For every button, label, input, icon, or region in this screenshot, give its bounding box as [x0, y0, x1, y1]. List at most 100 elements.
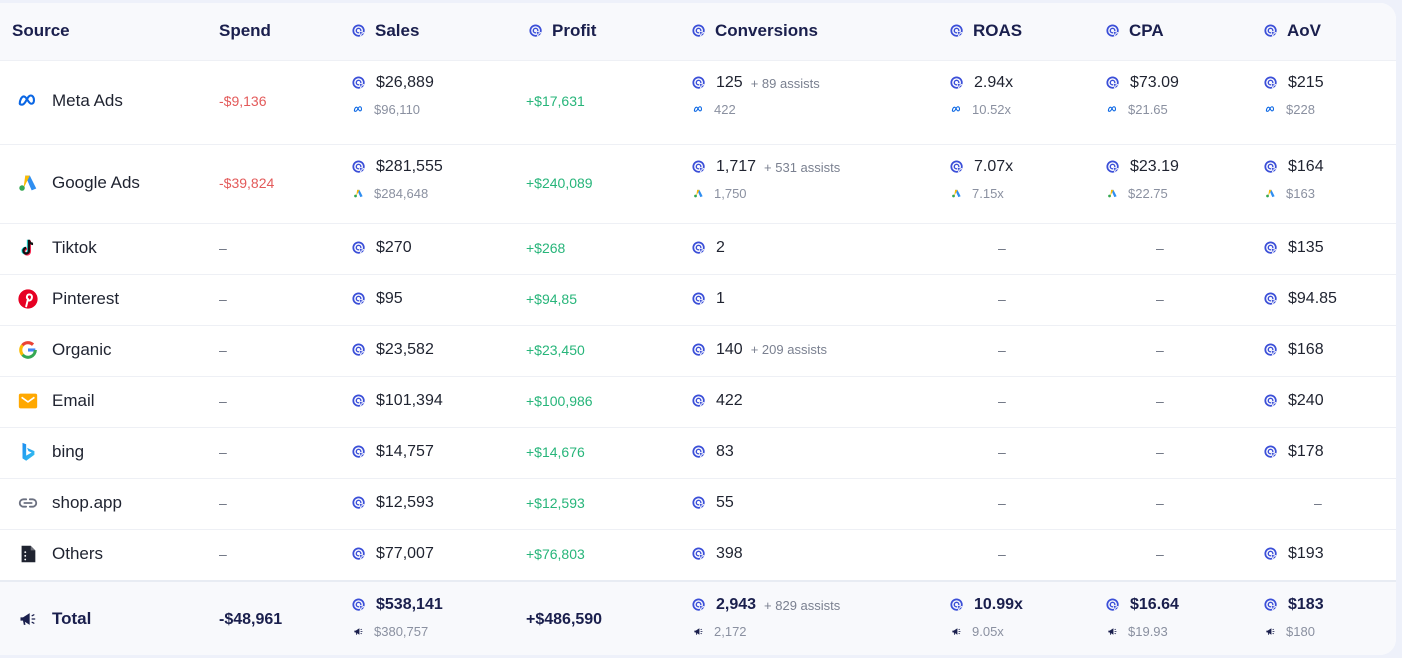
- column-header-spend[interactable]: Spend: [219, 21, 271, 41]
- column-header-conversions[interactable]: Conversions: [692, 21, 818, 41]
- meta-icon: [693, 104, 704, 115]
- aov-value: $193: [1288, 544, 1324, 562]
- assists-value: + 531 assists: [764, 159, 841, 175]
- google-ads-icon: [951, 188, 962, 199]
- cpa-cell: $16.64 $19.93: [1106, 596, 1179, 639]
- column-header-cpa[interactable]: CPA: [1106, 21, 1164, 41]
- target-icon: [352, 160, 366, 174]
- table-row[interactable]: Google Ads -$39,824 +$240,089 $281,555 $284,…: [0, 144, 1396, 224]
- sales-platform-value: $380,757: [374, 624, 429, 639]
- cpa-value: –: [1156, 239, 1164, 256]
- conversions-value: 1,717: [716, 158, 757, 175]
- target-icon: [529, 24, 543, 38]
- meta-icon: [17, 90, 39, 112]
- aov-platform-value: $228: [1286, 102, 1315, 117]
- target-icon: [692, 495, 706, 509]
- roas-cell: 7.07x 7.15x: [950, 158, 1013, 201]
- assists-value: + 89 assists: [750, 75, 820, 91]
- source-cell: Meta Ads: [16, 89, 123, 113]
- source-name: Google Ads: [52, 172, 140, 192]
- target-icon: [1264, 160, 1278, 174]
- target-icon: [692, 24, 706, 38]
- conversions-platform-value: 1,750: [714, 186, 747, 201]
- cpa-value: –: [1156, 545, 1164, 562]
- aov-value: $178: [1288, 442, 1324, 460]
- column-header-aov[interactable]: AoV: [1264, 21, 1321, 41]
- aov-value: $94.85: [1288, 289, 1337, 307]
- table-row[interactable]: Organic – +$23,450 $23,582 140 + 209 assists –…: [0, 325, 1396, 377]
- cpa-value: –: [1156, 392, 1164, 409]
- spend-value: –: [219, 290, 227, 307]
- google-ads-icon: [1265, 188, 1276, 199]
- sales-cell: $26,889 $96,110: [352, 74, 434, 117]
- profit-value: +$100,986: [526, 392, 593, 409]
- total-row[interactable]: Total -$48,961 +$486,590 $538,141 $380,757 2,…: [0, 580, 1396, 655]
- table-row[interactable]: bing – +$14,676 $14,757 83 – – $178: [0, 427, 1396, 479]
- megaphone-icon: [1265, 626, 1276, 637]
- target-icon: [692, 444, 706, 458]
- conversions-platform-value: 2,172: [714, 624, 747, 639]
- conversions-value: 55: [716, 493, 734, 511]
- aov-cell: $94.85: [1264, 290, 1337, 308]
- target-icon: [1106, 24, 1120, 38]
- roas-platform-value: 10.52x: [972, 102, 1012, 117]
- table-row[interactable]: Pinterest – +$94,85 $95 1 – – $94.85: [0, 274, 1396, 326]
- spend-value: –: [219, 443, 227, 460]
- table-row[interactable]: Tiktok – +$268 $270 2 – – $135: [0, 223, 1396, 275]
- column-header-source[interactable]: Source: [12, 21, 70, 41]
- source-cell: Total: [16, 607, 91, 631]
- target-icon: [352, 76, 366, 90]
- aov-cell: $183 $180: [1264, 596, 1324, 639]
- target-icon: [1106, 160, 1120, 174]
- roas-value: –: [998, 545, 1006, 562]
- source-cell: Google Ads: [16, 171, 140, 195]
- target-icon: [950, 24, 964, 38]
- target-icon: [1264, 444, 1278, 458]
- google-ads-icon: [353, 188, 364, 199]
- spend-value: –: [219, 341, 227, 358]
- table-row[interactable]: Email – +$100,986 $101,394 422 – – $240: [0, 376, 1396, 428]
- target-icon: [1264, 76, 1278, 90]
- target-icon: [692, 76, 706, 90]
- sales-platform-value: $284,648: [374, 186, 429, 201]
- target-icon: [352, 495, 366, 509]
- megaphone-icon: [18, 609, 38, 629]
- roas-value: –: [998, 443, 1006, 460]
- aov-cell: $193: [1264, 545, 1324, 563]
- source-name: Organic: [52, 339, 112, 359]
- conversions-value: 1: [716, 289, 725, 307]
- table-row[interactable]: shop.app – +$12,593 $12,593 55 – – –: [0, 478, 1396, 530]
- conversions-value: 2: [716, 238, 725, 256]
- sales-cell: $538,141 $380,757: [352, 596, 443, 639]
- conversions-cell: 125 + 89 assists 422: [692, 74, 820, 117]
- column-label: ROAS: [973, 21, 1023, 40]
- aov-cell: $240: [1264, 392, 1324, 410]
- sales-cell: $270: [352, 239, 412, 257]
- roas-value: 2.94x: [974, 74, 1014, 91]
- column-header-roas[interactable]: ROAS: [950, 21, 1022, 41]
- column-label: Profit: [552, 21, 597, 40]
- column-header-profit[interactable]: Profit: [529, 21, 596, 41]
- cpa-platform-value: $22.75: [1128, 186, 1168, 201]
- target-icon: [692, 240, 706, 254]
- source-name: Others: [52, 543, 104, 563]
- spend-value: –: [219, 494, 227, 511]
- sales-cell: $77,007: [352, 545, 434, 563]
- bing-icon: [17, 441, 39, 463]
- target-icon: [1264, 342, 1278, 356]
- target-icon: [352, 24, 366, 38]
- column-label: CPA: [1129, 21, 1164, 40]
- meta-icon: [1265, 104, 1276, 115]
- conversions-cell: 2: [692, 239, 725, 257]
- source-name: bing: [52, 441, 85, 461]
- profit-value: +$17,631: [526, 93, 585, 109]
- spend-value: –: [219, 239, 227, 256]
- google-ads-icon: [693, 188, 704, 199]
- source-name: Total: [52, 608, 92, 628]
- table-row[interactable]: Others – +$76,803 $77,007 398 – – $193: [0, 529, 1396, 581]
- source-cell: Email: [16, 389, 95, 413]
- column-header-sales[interactable]: Sales: [352, 21, 419, 41]
- meta-icon: [951, 104, 962, 115]
- aov-value: $183: [1288, 596, 1324, 613]
- table-row[interactable]: Meta Ads -$9,136 +$17,631 $26,889 $96,110 125…: [0, 60, 1396, 145]
